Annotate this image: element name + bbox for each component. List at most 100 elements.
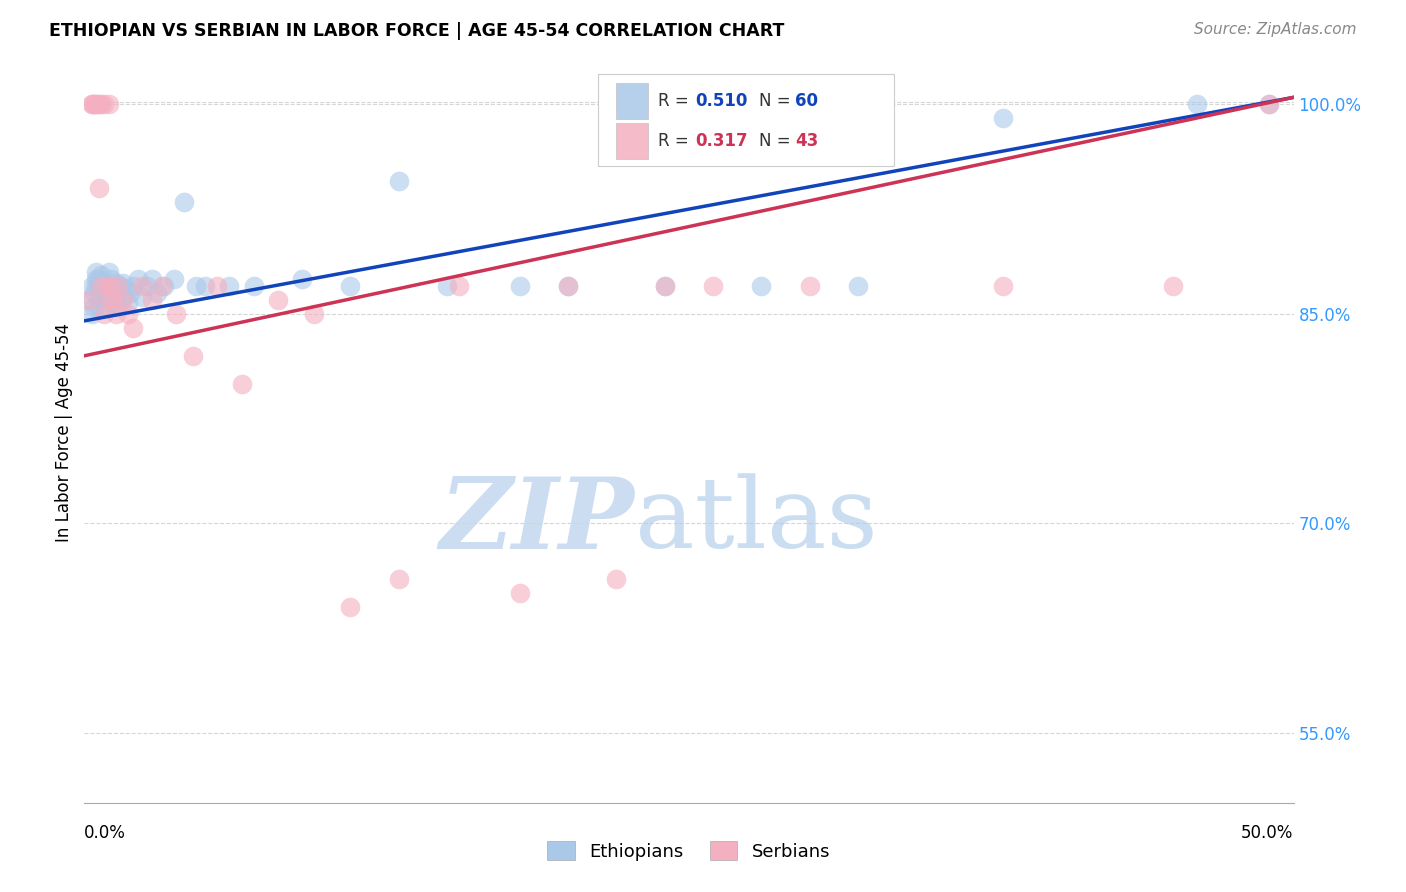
Point (90, 268, 112, 282)
Text: 0.510: 0.510 (695, 92, 748, 110)
Point (557, 279, 579, 293)
Text: 43: 43 (796, 132, 818, 150)
Point (93, 290, 115, 304)
Point (117, 307, 139, 321)
Point (80, 97, 103, 112)
Point (87, 181, 110, 195)
Point (181, 349, 204, 363)
Text: 60: 60 (796, 92, 818, 110)
Point (97, 279, 120, 293)
Text: 0.0%: 0.0% (84, 823, 127, 842)
Text: R =: R = (658, 92, 693, 110)
Point (231, 376, 253, 391)
Legend: Ethiopians, Serbians: Ethiopians, Serbians (540, 834, 838, 868)
Text: N =: N = (759, 132, 796, 150)
Point (87, 272, 110, 286)
Y-axis label: In Labor Force | Age 45-54: In Labor Force | Age 45-54 (55, 323, 73, 542)
Point (80, 307, 103, 321)
Point (90, 279, 112, 293)
Point (150, 279, 173, 293)
Point (77, 293, 100, 307)
Point (267, 293, 290, 307)
Point (104, 307, 127, 321)
Point (702, 279, 724, 293)
Point (94, 282, 117, 296)
Point (83, 300, 105, 314)
Text: 0.317: 0.317 (695, 132, 748, 150)
Point (77, 293, 100, 307)
Point (1161, 279, 1184, 293)
Point (121, 279, 143, 293)
Point (103, 282, 125, 296)
Point (993, 112, 1015, 126)
Point (90, 279, 112, 293)
Point (110, 279, 132, 293)
Point (388, 572, 411, 586)
FancyBboxPatch shape (599, 73, 894, 166)
Point (114, 282, 136, 296)
Point (121, 321, 143, 335)
Point (654, 279, 676, 293)
Point (449, 279, 471, 293)
Point (100, 279, 122, 293)
Point (165, 307, 187, 321)
Point (207, 279, 229, 293)
Point (90, 97, 112, 112)
Point (194, 279, 217, 293)
Point (127, 272, 149, 286)
Text: Source: ZipAtlas.com: Source: ZipAtlas.com (1194, 22, 1357, 37)
Point (93, 276, 115, 290)
Point (302, 307, 325, 321)
Point (291, 272, 314, 286)
Point (136, 279, 159, 293)
Point (339, 600, 361, 615)
Point (90, 293, 112, 307)
Point (218, 279, 240, 293)
Point (94, 300, 117, 314)
Point (86, 97, 108, 112)
Point (104, 276, 127, 290)
Point (146, 285, 169, 300)
Point (107, 282, 129, 296)
Point (86, 272, 108, 286)
Point (1258, 97, 1281, 112)
Text: ZIP: ZIP (440, 474, 634, 570)
Point (163, 272, 186, 286)
Point (94, 279, 117, 293)
Point (93, 97, 115, 112)
Point (107, 300, 129, 314)
Point (104, 293, 127, 307)
FancyBboxPatch shape (616, 83, 648, 119)
Point (86, 97, 108, 112)
Point (100, 272, 122, 286)
Point (654, 279, 676, 293)
Point (799, 279, 821, 293)
Point (97, 97, 120, 112)
Text: 50.0%: 50.0% (1241, 823, 1294, 842)
Point (117, 295, 139, 310)
Point (557, 279, 579, 293)
Point (141, 272, 163, 286)
Point (173, 195, 195, 210)
Point (153, 279, 176, 293)
Point (388, 174, 411, 188)
Point (141, 293, 163, 307)
Point (97, 265, 120, 279)
Point (86, 279, 108, 293)
Point (87, 282, 110, 296)
Point (131, 290, 153, 304)
Point (83, 285, 105, 300)
Text: ETHIOPIAN VS SERBIAN IN LABOR FORCE | AGE 45-54 CORRELATION CHART: ETHIOPIAN VS SERBIAN IN LABOR FORCE | AG… (49, 22, 785, 40)
Point (83, 97, 105, 112)
Text: atlas: atlas (634, 474, 877, 569)
Point (509, 279, 531, 293)
Point (97, 293, 120, 307)
FancyBboxPatch shape (616, 123, 648, 159)
Point (87, 300, 110, 314)
Point (242, 279, 264, 293)
Point (605, 572, 627, 586)
Point (436, 279, 458, 293)
Point (112, 290, 135, 304)
Point (93, 307, 115, 321)
Point (993, 279, 1015, 293)
